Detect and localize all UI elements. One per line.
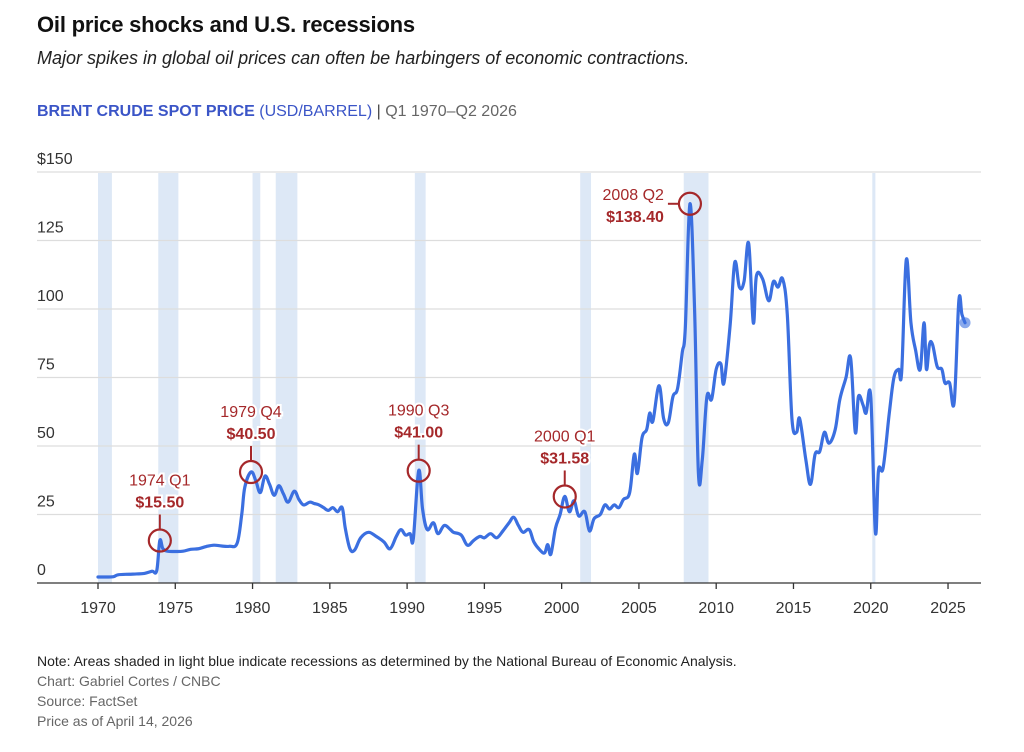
y-axis-labels: 0 25 50 75 100 125 $150 — [37, 151, 73, 579]
x-tick-label: 1985 — [312, 600, 348, 617]
x-tick-label: 1980 — [235, 600, 271, 617]
x-tick-label: 2000 — [544, 600, 580, 617]
series-label: BRENT CRUDE SPOT PRICE (USD/BARREL) | Q1… — [37, 103, 517, 121]
series-group — [96, 202, 971, 579]
x-tick-label: 2025 — [930, 600, 966, 617]
annotation-value: $41.00 — [394, 425, 443, 442]
y-tick-label: 25 — [37, 494, 55, 511]
x-tick-label: 1975 — [157, 600, 193, 617]
series-range: Q1 1970–Q2 2026 — [385, 103, 517, 120]
annotation-value: $15.50 — [135, 495, 184, 512]
footer-source: Source: FactSet — [37, 693, 138, 709]
annotation-value: $138.40 — [606, 209, 664, 226]
annotation: 2008 Q2 $138.40 — [601, 185, 703, 228]
y-tick-label: 75 — [37, 357, 55, 374]
footer-note: Note: Areas shaded in light blue indicat… — [37, 653, 737, 669]
latest-point-marker — [959, 317, 971, 329]
annotation-value: $31.58 — [540, 450, 589, 467]
y-tick-label: 0 — [37, 562, 46, 579]
x-axis: 1970 1975 1980 1985 1990 1995 2000 2005 2010 2015… — [37, 582, 981, 617]
y-tick-label: 100 — [37, 288, 64, 305]
x-tick-label: 2010 — [698, 600, 734, 617]
annotation-period: 2008 Q2 — [603, 187, 664, 204]
annotation-period: 1974 Q1 — [129, 473, 190, 490]
series-unit: (USD/BARREL) — [259, 103, 373, 120]
footer-as-of: Price as of April 14, 2026 — [37, 713, 193, 729]
annotation-period: 1979 Q4 — [220, 404, 281, 421]
footer-credit: Chart: Gabriel Cortes / CNBC — [37, 673, 221, 689]
annotation-value: $40.50 — [227, 426, 276, 443]
y-tick-label: 125 — [37, 220, 64, 237]
y-tick-label: $150 — [37, 151, 73, 168]
annotation: 1974 Q1 $15.50 — [127, 471, 193, 553]
chart-footer: Note: Areas shaded in light blue indicat… — [37, 651, 737, 731]
annotation: 1990 Q3 $41.00 — [386, 401, 451, 483]
series-line — [96, 202, 967, 579]
annotation: 1979 Q4 $40.50 — [218, 402, 284, 485]
x-tick-label: 2015 — [776, 600, 812, 617]
y-tick-label: 50 — [37, 425, 55, 442]
series-name: BRENT CRUDE SPOT PRICE — [37, 103, 255, 120]
annotation-period: 2000 Q1 — [534, 428, 595, 445]
annotation-period: 1990 Q3 — [388, 403, 449, 420]
gridlines — [37, 171, 981, 516]
annotations-group: 1974 Q1 $15.50 1979 Q4 $40.50 1990 Q3 $41.00 2… — [127, 185, 703, 553]
x-tick-label: 1970 — [80, 600, 116, 617]
x-tick-label: 2020 — [853, 600, 889, 617]
x-tick-label: 2005 — [621, 600, 657, 617]
series-separator: | — [376, 103, 381, 120]
chart-title: Oil price shocks and U.S. recessions — [37, 12, 415, 37]
annotation: 2000 Q1 $31.58 — [532, 426, 598, 509]
chart-subtitle: Major spikes in global oil prices can of… — [37, 48, 690, 68]
x-tick-label: 1995 — [467, 600, 503, 617]
x-tick-label: 1990 — [389, 600, 425, 617]
